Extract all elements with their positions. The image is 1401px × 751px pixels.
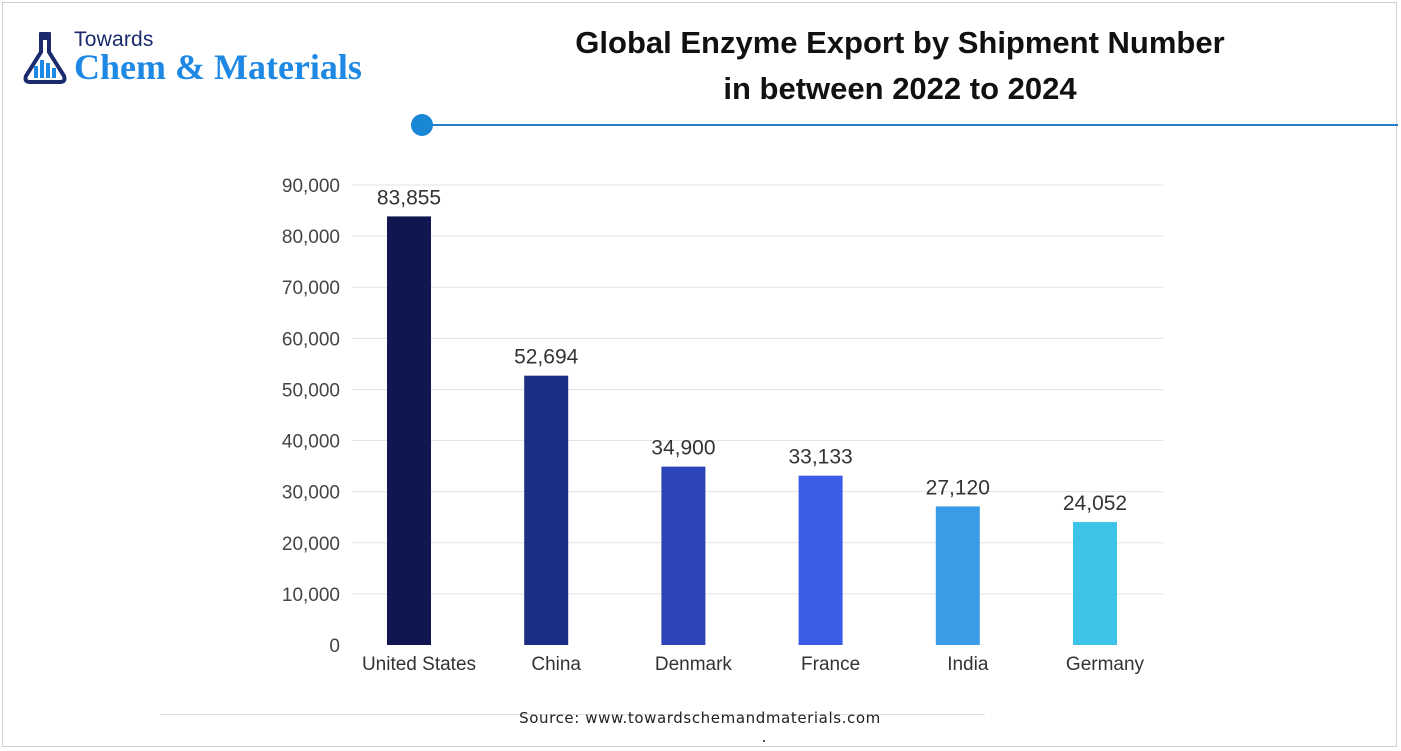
- y-tick-label: 80,000: [282, 227, 340, 248]
- bar: [798, 475, 843, 645]
- chart-title: Global Enzyme Export by Shipment Number …: [520, 20, 1280, 112]
- data-label: 33,133: [788, 446, 852, 469]
- y-tick-label: 40,000: [282, 432, 340, 453]
- y-tick-label: 10,000: [282, 585, 340, 606]
- y-tick-label: 70,000: [282, 278, 340, 299]
- data-label: 27,120: [926, 476, 990, 499]
- y-tick-label: 20,000: [282, 534, 340, 555]
- x-tick-label: Germany: [1066, 654, 1145, 675]
- bar: [524, 375, 569, 645]
- bar: [661, 466, 706, 645]
- chart-title-line2: in between 2022 to 2024: [723, 71, 1077, 106]
- data-label: 52,694: [514, 346, 579, 369]
- y-tick-label: 50,000: [282, 380, 340, 401]
- x-tick-label: United States: [362, 654, 476, 675]
- decorative-dot: [411, 114, 433, 136]
- bar: [935, 506, 980, 645]
- brand-logo: Towards Chem & Materials: [20, 28, 390, 88]
- bar: [387, 216, 431, 645]
- data-label: 34,900: [651, 437, 715, 460]
- y-tick-label: 0: [329, 636, 340, 657]
- data-label: 83,855: [377, 186, 441, 209]
- bar: [1073, 522, 1117, 645]
- source-text: Source: www.towardschemandmaterials.com: [519, 709, 881, 727]
- x-tick-label: Denmark: [655, 654, 733, 675]
- decorative-line: [422, 124, 1398, 126]
- y-tick-label: 60,000: [282, 329, 340, 350]
- x-tick-label: India: [947, 654, 989, 675]
- source-divider: [160, 714, 985, 715]
- y-tick-label: 30,000: [282, 483, 340, 504]
- data-label: 24,052: [1063, 492, 1127, 515]
- footer-dot: [763, 740, 765, 742]
- flask-icon: [23, 32, 67, 84]
- chart-title-line1: Global Enzyme Export by Shipment Number: [575, 25, 1225, 60]
- x-tick-label: France: [801, 654, 860, 675]
- x-tick-label: China: [531, 654, 581, 675]
- logo-main-text: Chem & Materials: [74, 47, 362, 87]
- logo-top-text: Towards: [74, 28, 154, 51]
- y-tick-label: 90,000: [282, 176, 340, 197]
